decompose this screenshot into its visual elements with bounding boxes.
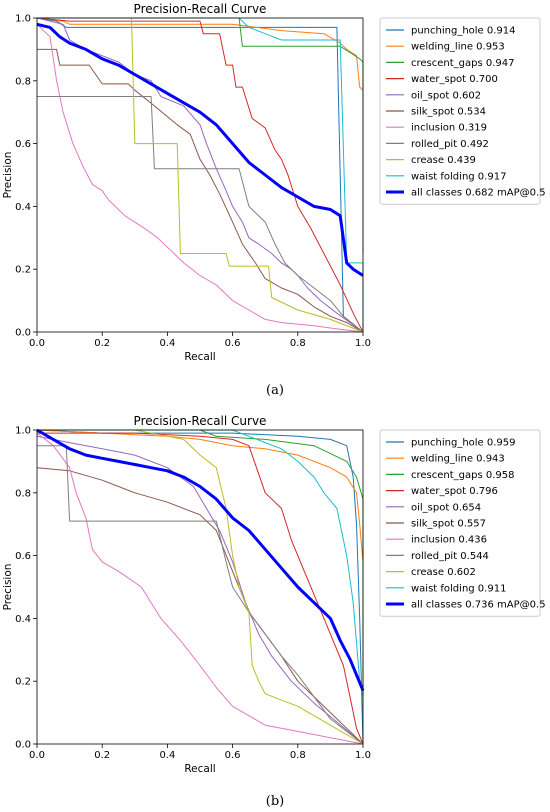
- y-tick-label: 0.4: [15, 202, 31, 213]
- legend-label: all classes 0.682 mAP@0.5: [411, 188, 546, 199]
- x-axis-label: Recall: [184, 351, 215, 363]
- legend-frame: [379, 429, 541, 617]
- y-tick-label: 0.8: [15, 76, 31, 87]
- x-ticks: 0.0 0.2 0.4 0.6 0.8 1.0: [29, 332, 371, 349]
- series-line: [36, 17, 364, 91]
- y-axis-label: Precision: [2, 152, 14, 199]
- x-tick-label: 0.6: [225, 750, 241, 761]
- legend-label: water_spot 0.796: [411, 486, 498, 497]
- legend-label: rolled_pit 0.492: [411, 139, 489, 150]
- y-tick-label: 0.2: [15, 677, 31, 688]
- series-line: [36, 17, 364, 333]
- x-axis-label: Recall: [184, 763, 215, 775]
- legend-label: oil_spot 0.654: [411, 502, 481, 513]
- panel-caption: (a): [266, 383, 284, 398]
- legend-label: welding_line 0.953: [411, 42, 505, 53]
- series-line: [37, 432, 364, 745]
- series-line: [36, 428, 365, 692]
- panel-a: Precision-Recall Curve Recall Precision …: [2, 2, 546, 398]
- x-tick-label: 1.0: [355, 338, 371, 349]
- legend-label: rolled_pit 0.544: [411, 551, 489, 562]
- y-ticks: 0.0 0.2 0.4 0.6 0.8 1.0: [15, 14, 37, 339]
- series-line: [37, 429, 364, 745]
- y-axis-label: Precision: [2, 564, 14, 611]
- y-tick-label: 1.0: [15, 14, 31, 25]
- series-line: [36, 23, 364, 333]
- series-line: [36, 432, 364, 745]
- panel-caption: (b): [266, 794, 284, 809]
- legend-label: silk_spot 0.534: [411, 107, 486, 118]
- y-tick-label: 0.4: [15, 614, 31, 625]
- legend-label: crease 0.439: [411, 155, 476, 166]
- legend-label: punching_hole 0.914: [411, 26, 516, 37]
- series-lines: [36, 428, 365, 745]
- y-tick-label: 0.8: [15, 488, 31, 499]
- y-tick-label: 0.2: [15, 265, 31, 276]
- legend: punching_hole 0.914 welding_line 0.953 cre…: [379, 17, 546, 205]
- legend-label: oil_spot 0.602: [411, 90, 481, 101]
- legend-label: water_spot 0.700: [411, 74, 498, 85]
- x-tick-label: 0.8: [290, 750, 306, 761]
- x-tick-label: 1.0: [355, 750, 371, 761]
- series-line: [37, 96, 364, 333]
- legend-label: silk_spot 0.557: [411, 519, 486, 530]
- series-line: [36, 435, 364, 745]
- legend-label: waist folding 0.917: [411, 171, 506, 182]
- y-tick-label: 0.6: [15, 139, 31, 150]
- series-line: [37, 17, 364, 332]
- x-tick-label: 0.0: [29, 338, 45, 349]
- x-tick-label: 0.2: [94, 338, 110, 349]
- plot-frame: [36, 429, 364, 745]
- legend-label: all classes 0.736 mAP@0.5: [411, 600, 546, 611]
- series-line: [37, 48, 364, 333]
- y-tick-label: 1.0: [15, 426, 31, 437]
- x-tick-label: 0.4: [159, 338, 175, 349]
- legend-frame: [379, 17, 541, 205]
- series-line: [37, 445, 364, 745]
- plot-frame: [36, 17, 364, 333]
- x-tick-label: 0.4: [159, 750, 175, 761]
- series-line: [37, 17, 364, 333]
- panel-b: Precision-Recall Curve Recall Precision …: [2, 414, 546, 809]
- legend-label: inclusion 0.319: [411, 123, 487, 134]
- chart-title: Precision-Recall Curve: [134, 2, 267, 16]
- legend-label: crescent_gaps 0.947: [411, 58, 515, 69]
- y-ticks: 0.0 0.2 0.4 0.6 0.8 1.0: [15, 426, 37, 751]
- series-line: [37, 429, 364, 698]
- x-ticks: 0.0 0.2 0.4 0.6 0.8 1.0: [29, 744, 371, 761]
- chart-title: Precision-Recall Curve: [134, 414, 267, 428]
- legend-label: punching_hole 0.959: [411, 438, 516, 449]
- y-tick-label: 0.0: [15, 740, 31, 751]
- y-tick-label: 0.6: [15, 551, 31, 562]
- legend-label: waist folding 0.911: [411, 583, 506, 594]
- series-line: [37, 429, 364, 697]
- series-line: [37, 17, 364, 254]
- legend: punching_hole 0.959 welding_line 0.943 cre…: [379, 429, 546, 617]
- x-tick-label: 0.6: [225, 338, 241, 349]
- series-lines: [36, 17, 364, 333]
- x-tick-label: 0.0: [29, 750, 45, 761]
- series-line: [36, 22, 364, 277]
- legend-label: inclusion 0.436: [411, 535, 487, 546]
- y-tick-label: 0.0: [15, 328, 31, 339]
- legend-label: crease 0.602: [411, 567, 476, 578]
- legend-label: welding_line 0.943: [411, 454, 505, 465]
- series-line: [36, 429, 364, 745]
- x-tick-label: 0.2: [94, 750, 110, 761]
- series-line: [36, 429, 364, 562]
- series-line: [36, 17, 364, 333]
- x-tick-label: 0.8: [290, 338, 306, 349]
- legend-label: crescent_gaps 0.958: [411, 470, 515, 481]
